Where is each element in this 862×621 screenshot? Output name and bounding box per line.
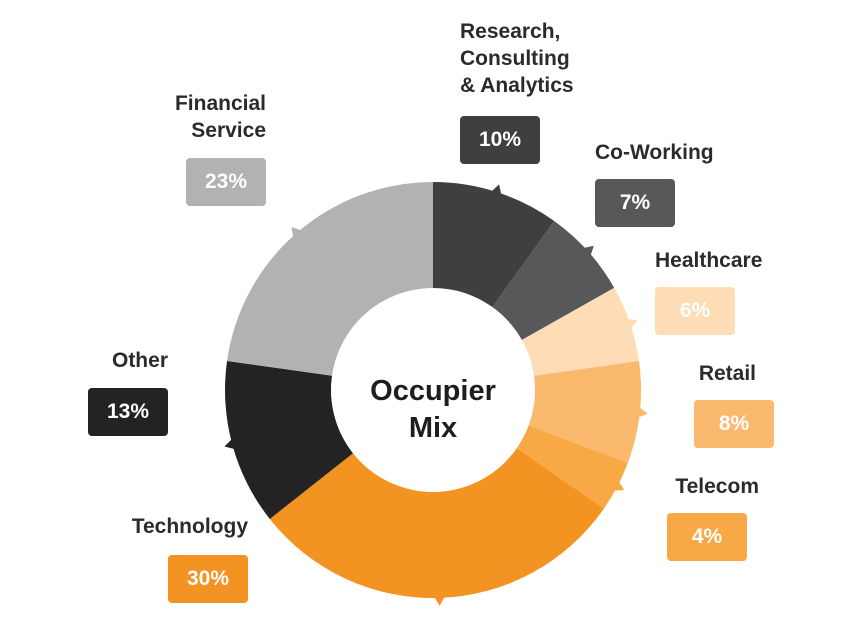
- slice-pointer-5: [433, 595, 446, 606]
- slice-pointer-4: [612, 480, 625, 491]
- slice-pointer-3: [637, 406, 648, 419]
- legend-label-7: Financial Service: [174, 92, 266, 142]
- slice-pointer-7: [291, 226, 303, 239]
- legend-label-1: Co-Working: [595, 141, 714, 164]
- legend-label-2: Healthcare: [655, 249, 763, 272]
- pie-slice-4: [516, 425, 628, 509]
- slice-pointer-2: [626, 318, 638, 330]
- legend-label-5: Technology: [131, 515, 248, 538]
- value-badge-1: 7%: [595, 179, 675, 227]
- value-badge-3: 8%: [694, 400, 774, 448]
- legend-label-4: Telecom: [675, 475, 759, 498]
- value-badge-0: 10%: [460, 116, 540, 164]
- pie-slice-1: [492, 220, 615, 340]
- slice-pointer-6: [224, 438, 236, 450]
- legend-label-3: Retail: [698, 362, 756, 385]
- value-badge-5: 30%: [168, 555, 248, 603]
- donut-hole: [331, 288, 535, 492]
- pie-slice-2: [521, 287, 639, 376]
- pie-slice-7: [227, 182, 433, 376]
- value-badge-4: 4%: [667, 513, 747, 561]
- pie-slice-6: [224, 360, 354, 519]
- pie-slice-5: [269, 448, 604, 598]
- slice-pointer-0: [490, 184, 502, 196]
- slice-pointer-1: [582, 245, 594, 257]
- legend-label-0: Research, Consulting & Analytics: [460, 20, 574, 97]
- chart-title: Occupier Mix: [370, 375, 496, 444]
- value-badge-2: 6%: [655, 287, 735, 335]
- pie-slice-3: [528, 360, 642, 463]
- pie-slice-0: [433, 182, 555, 308]
- legend-label-6: Other: [111, 349, 168, 372]
- value-badge-6: 13%: [88, 388, 168, 436]
- value-badge-7: 23%: [186, 158, 266, 206]
